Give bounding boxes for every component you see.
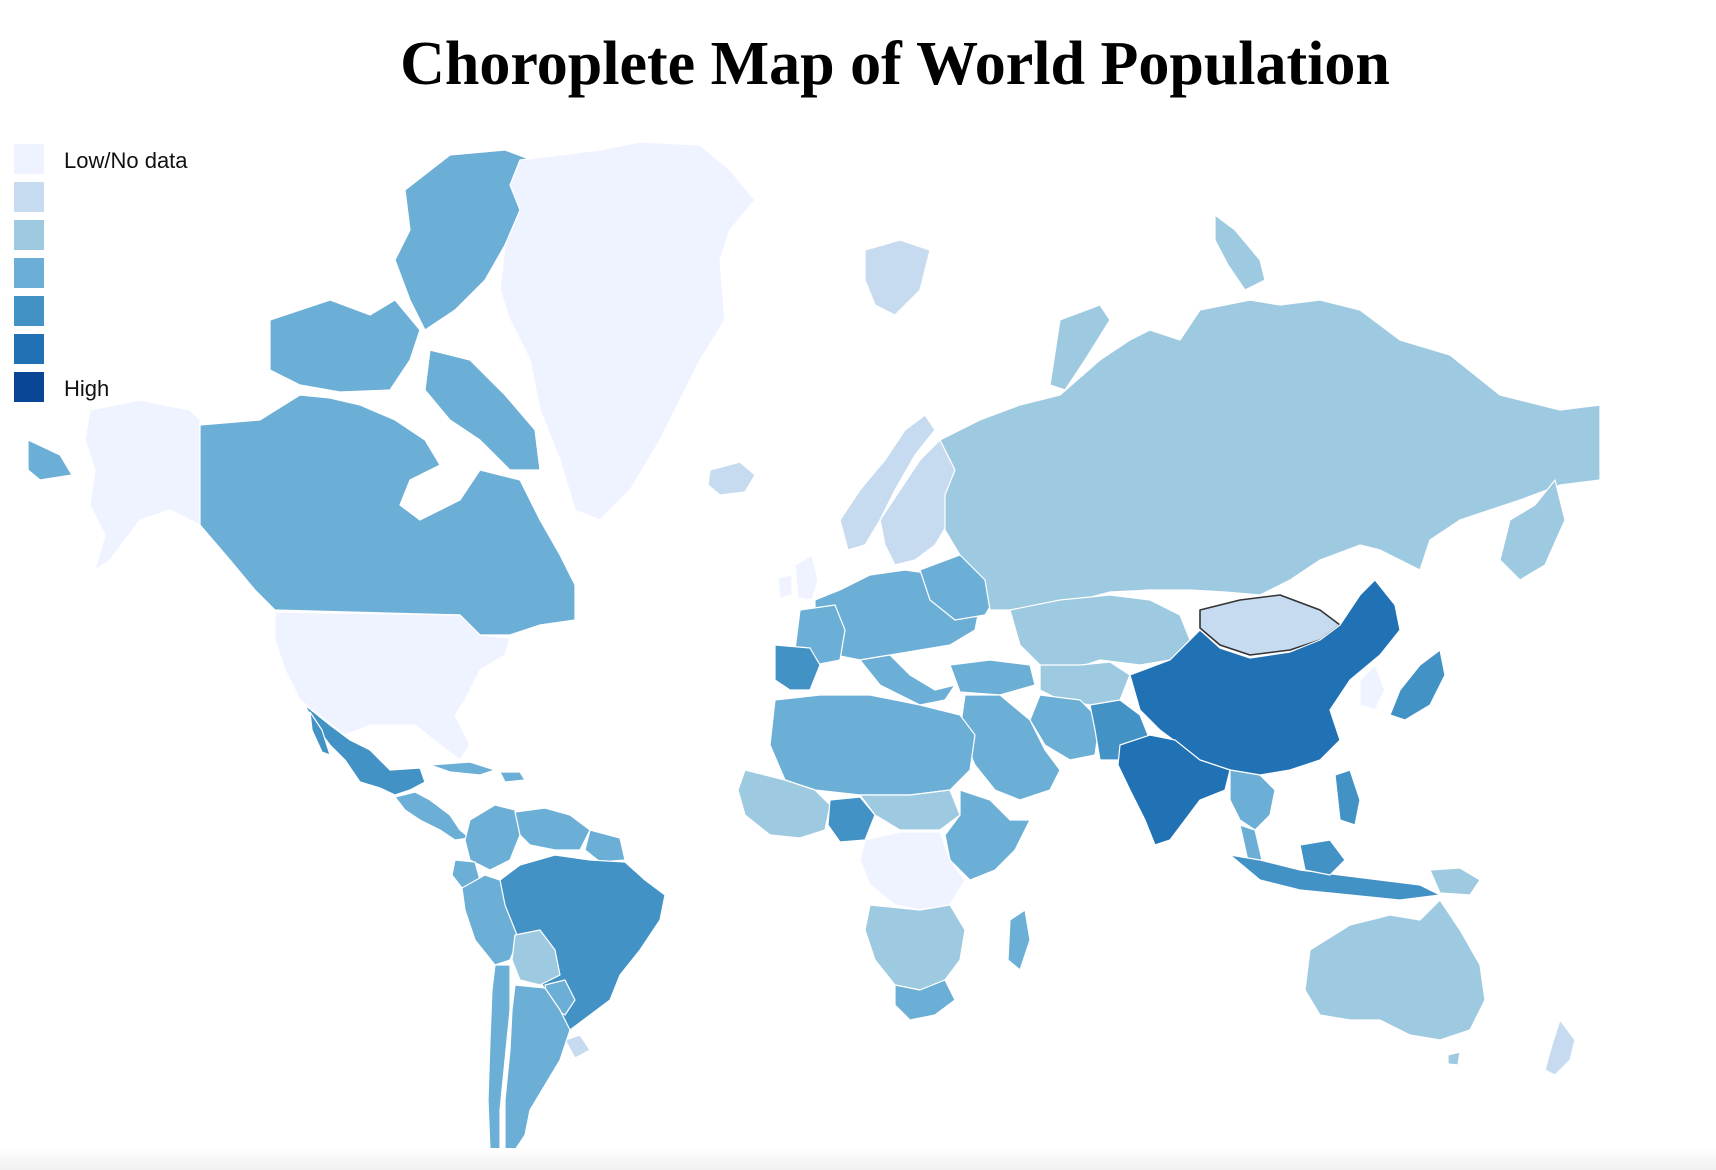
region-italy-balkans[interactable]	[859, 654, 956, 706]
region-spain-portugal[interactable]	[774, 644, 821, 691]
region-greenland[interactable]	[499, 141, 756, 521]
legend-swatch	[14, 334, 44, 364]
region-argentina[interactable]	[504, 984, 571, 1151]
bottom-bar	[0, 1148, 1716, 1170]
region-papua[interactable]	[1429, 867, 1481, 896]
region-norway[interactable]	[839, 414, 936, 551]
legend-swatch	[14, 144, 44, 174]
region-central-america[interactable]	[394, 791, 471, 841]
region-sakhalin-kamchatka[interactable]	[1499, 479, 1566, 581]
region-sahel[interactable]	[859, 789, 961, 831]
region-korea[interactable]	[1359, 664, 1386, 711]
region-south-east-asia[interactable]	[1229, 769, 1276, 831]
region-southern-africa[interactable]	[864, 904, 966, 991]
region-japan[interactable]	[1389, 649, 1446, 721]
region-alaska[interactable]	[84, 399, 201, 571]
region-bolivia[interactable]	[511, 929, 561, 986]
region-kazakhstan[interactable]	[1009, 594, 1191, 671]
region-uk[interactable]	[794, 554, 819, 601]
region-ethiopia-east-africa[interactable]	[944, 789, 1031, 881]
region-novaya-zemlya[interactable]	[1049, 304, 1111, 391]
region-north-africa[interactable]	[769, 694, 976, 796]
legend-swatch	[14, 372, 44, 402]
region-west-africa[interactable]	[737, 769, 831, 839]
legend-swatch	[14, 296, 44, 326]
region-canada-arctic-islands[interactable]	[269, 299, 421, 393]
region-mexico[interactable]	[304, 704, 426, 796]
region-south-africa[interactable]	[894, 979, 956, 1021]
region-baffin-island[interactable]	[424, 349, 541, 471]
region-cuba[interactable]	[429, 761, 496, 776]
region-borneo[interactable]	[1299, 839, 1346, 876]
legend-swatch	[14, 182, 44, 212]
region-canada[interactable]	[199, 394, 576, 636]
region-colombia[interactable]	[464, 804, 521, 871]
region-indonesia[interactable]	[1229, 854, 1441, 901]
region-australia[interactable]	[1304, 899, 1486, 1041]
legend-label-low: Low/No data	[64, 148, 188, 173]
region-aleutians[interactable]	[27, 439, 73, 481]
legend-swatch	[14, 258, 44, 288]
region-hispaniola[interactable]	[499, 771, 526, 783]
region-venezuela[interactable]	[514, 807, 591, 851]
region-ireland[interactable]	[777, 574, 793, 599]
region-usa[interactable]	[274, 611, 511, 761]
region-uruguay[interactable]	[564, 1034, 591, 1059]
region-philippines[interactable]	[1334, 769, 1361, 826]
region-severnaya-zemlya[interactable]	[1214, 214, 1266, 291]
region-guianas[interactable]	[584, 829, 626, 863]
legend-label-high: High	[64, 376, 110, 401]
region-india[interactable]	[1117, 734, 1231, 846]
region-baja-california[interactable]	[309, 711, 331, 756]
region-ellesmere-island[interactable]	[394, 149, 546, 331]
region-iceland[interactable]	[707, 461, 756, 496]
region-turkey[interactable]	[949, 659, 1036, 696]
region-new-zealand[interactable]	[1544, 1019, 1576, 1076]
region-madagascar[interactable]	[1007, 909, 1031, 971]
region-russia[interactable]	[939, 299, 1601, 611]
legend-swatch	[14, 220, 44, 250]
page-title: Choroplete Map of World Population	[400, 30, 1390, 98]
region-tasmania[interactable]	[1447, 1051, 1461, 1066]
region-svalbard[interactable]	[864, 239, 931, 316]
